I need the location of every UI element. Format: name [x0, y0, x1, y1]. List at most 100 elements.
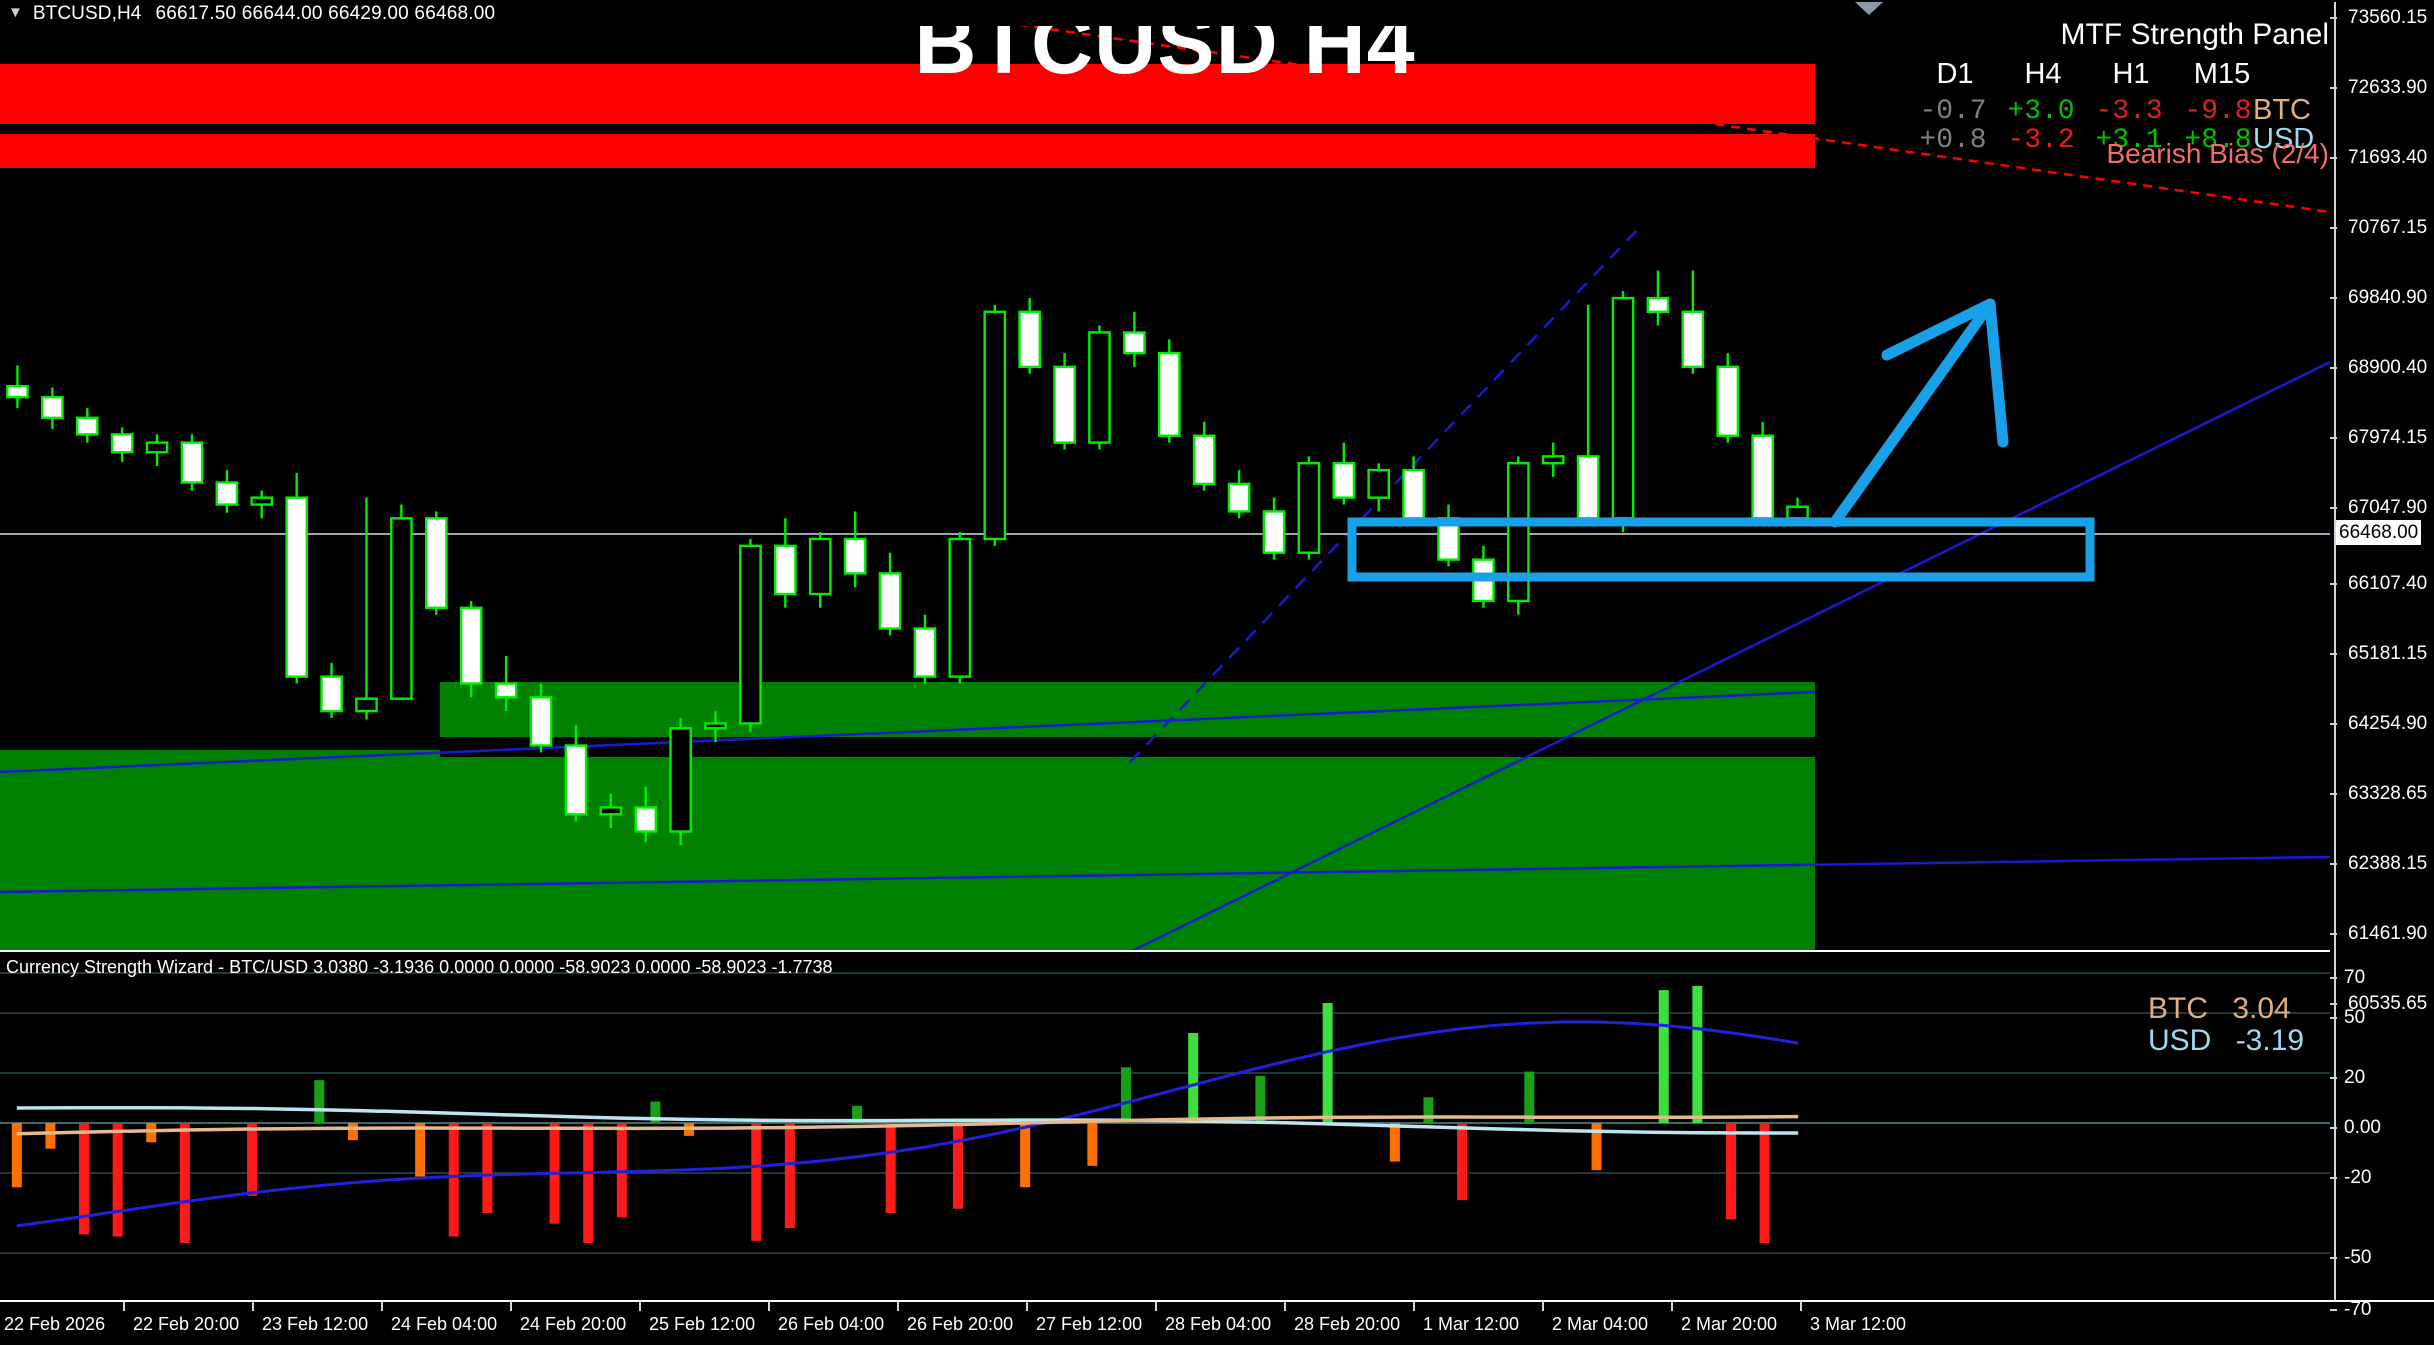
current-price-label: 66468.00: [2336, 520, 2422, 545]
candle-body: [774, 544, 797, 596]
symbol-info-bar: ▼ BTCUSD,H4 66617.50 66644.00 66429.00 664…: [0, 0, 2434, 26]
price-axis-label: 73560.15: [2348, 7, 2428, 28]
price-axis-label: 65181.15: [2348, 643, 2428, 664]
mtf-usd-d1: +0.8: [1919, 125, 1987, 156]
indicator-bar: [314, 1080, 325, 1123]
indicator-bar: [885, 1123, 896, 1213]
indicator-legend-usd: USD -3.19: [2148, 1024, 2304, 1058]
mtf-col-d1: D1: [1936, 58, 1974, 90]
indicator-pane[interactable]: [0, 955, 2330, 1300]
candle-body: [1157, 351, 1181, 437]
indicator-bar: [1759, 1123, 1770, 1243]
price-axis-label: 63328.65: [2348, 783, 2428, 804]
candle-body: [1751, 434, 1774, 520]
mtf-btc-m15: -9.8: [2184, 96, 2252, 127]
triangle-down-icon[interactable]: [1855, 2, 1883, 15]
indicator-bar: [1389, 1123, 1400, 1162]
indicator-axis[interactable]: [2330, 955, 2434, 1300]
price-axis-label: 69840.90: [2348, 287, 2428, 308]
time-axis-tick: [381, 1302, 383, 1311]
price-axis-tick: [2330, 1003, 2337, 1005]
indicator-btc-line: [16, 1114, 1799, 1136]
price-axis-tick: [2330, 157, 2337, 159]
price-axis-label: 68900.40: [2348, 357, 2428, 378]
time-axis-tick: [123, 1302, 125, 1311]
time-axis-label: 2 Mar 20:00: [1681, 1314, 1778, 1334]
bearish-trendline: [859, 2, 2330, 214]
indicator-bar: [1423, 1097, 1434, 1123]
price-axis[interactable]: [2330, 2, 2434, 950]
mtf-col-h4: H4: [2024, 58, 2062, 90]
price-chart-svg: [0, 2, 2330, 952]
price-axis-label: 62388.15: [2348, 853, 2428, 874]
pane-splitter[interactable]: [0, 950, 2330, 952]
indicator-bar: [179, 1123, 190, 1243]
price-axis-label: 64254.90: [2348, 713, 2428, 734]
price-axis-tick: [2330, 437, 2337, 439]
price-axis-label: 66107.40: [2348, 573, 2428, 594]
mtf-btc-h4: +3.0: [2007, 96, 2075, 127]
candle-body: [355, 697, 378, 713]
indicator-bar: [650, 1101, 661, 1123]
indicator-bar: [751, 1123, 762, 1241]
candle-body: [250, 496, 274, 506]
indicator-bar: [112, 1123, 123, 1237]
candle-body: [180, 441, 204, 484]
candle-body: [1192, 434, 1216, 486]
price-chart-pane[interactable]: BTCUSD H4: [0, 2, 2330, 952]
candle-body: [1786, 505, 1809, 520]
time-axis-tick: [1026, 1302, 1028, 1311]
candle-body: [529, 696, 553, 747]
indicator-bar: [448, 1123, 459, 1237]
time-axis-label: 24 Feb 04:00: [391, 1314, 498, 1334]
candle-body: [983, 310, 1007, 541]
candle-body: [424, 517, 448, 609]
price-axis-tick: [2330, 227, 2337, 229]
time-axis-tick: [1800, 1302, 1802, 1311]
indicator-bar: [347, 1123, 358, 1141]
price-axis-label: 60535.65: [2348, 993, 2428, 1014]
indicator-bar: [415, 1123, 426, 1177]
indicator-legend-usd-value: -3.19: [2235, 1024, 2305, 1057]
indicator-bottom-divider: [0, 1300, 2434, 1302]
mtf-bias-text: Bearish Bias (2/4): [2106, 138, 2329, 169]
candle-body: [1646, 296, 1670, 313]
candle-body: [739, 544, 762, 725]
mtf-usd-h4: -3.2: [2007, 125, 2075, 156]
candle-body: [704, 722, 727, 730]
time-axis-label: 22 Feb 2026: [4, 1314, 106, 1334]
indicator-legend-btc-name: BTC: [2148, 992, 2208, 1025]
price-axis-label: 72633.90: [2348, 77, 2428, 98]
indicator-bar: [1457, 1123, 1468, 1201]
indicator-axis-label: 70: [2344, 967, 2366, 988]
indicator-legend-btc-value: 3.04: [2232, 992, 2291, 1025]
mtf-strength-panel: MTF Strength Panel D1 H4 H1 M15 -0.7 +3.…: [1905, 18, 2335, 169]
candle-body: [320, 675, 343, 713]
indicator-axis-label: -50: [2344, 1247, 2372, 1268]
time-axis-label: 27 Feb 12:00: [1036, 1314, 1143, 1334]
candle-body: [1262, 510, 1286, 554]
indicator-bar: [583, 1123, 594, 1243]
demand-zones: [0, 682, 1815, 952]
indicator-histogram: [11, 985, 1770, 1243]
demand-box-drawing: [1347, 517, 2095, 582]
candle-body: [6, 384, 29, 399]
indicator-bar: [1591, 1123, 1602, 1171]
time-axis-label: 25 Feb 12:00: [649, 1314, 756, 1334]
time-axis-label: 28 Feb 20:00: [1294, 1314, 1401, 1334]
time-axis[interactable]: 22 Feb 2026 22 Feb 20:00 23 Feb 12:00 24 Fe…: [0, 1302, 2434, 1345]
triangle-down-icon[interactable]: ▼: [8, 4, 23, 21]
time-axis-tick: [252, 1302, 254, 1311]
time-axis-label: 3 Mar 12:00: [1810, 1314, 1907, 1334]
indicator-bar: [79, 1123, 90, 1235]
indicator-bar: [1524, 1071, 1535, 1123]
candle-body: [1506, 462, 1530, 603]
time-axis-label: 1 Mar 12:00: [1423, 1314, 1520, 1334]
price-axis-tick: [2330, 863, 2337, 865]
indicator-legend-btc: BTC 3.04: [2148, 992, 2291, 1026]
indicator-axis-label: -70: [2344, 1299, 2372, 1320]
time-axis-label: 22 Feb 20:00: [133, 1314, 240, 1334]
candle-body: [913, 627, 937, 678]
indicator-axis-label: -20: [2344, 1167, 2372, 1188]
